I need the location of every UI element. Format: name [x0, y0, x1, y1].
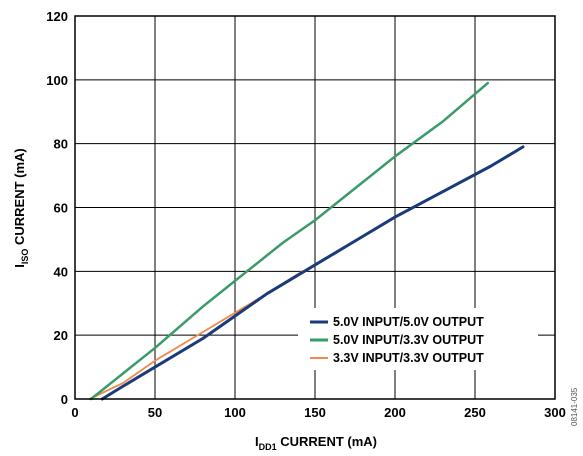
y-tick-label-5: 100 [46, 73, 68, 88]
legend-entry-1: 5.0V INPUT/3.3V OUTPUT [333, 333, 484, 347]
y-tick-label-2: 40 [54, 264, 68, 279]
x-tick-label-3: 150 [304, 405, 326, 420]
x-tick-label-6: 300 [544, 405, 566, 420]
legend-background [298, 308, 538, 370]
x-tick-label-1: 50 [148, 405, 162, 420]
series-line-0 [100, 145, 525, 401]
x-axis-label: IDD1 CURRENT (mA) [255, 434, 377, 452]
x-tick-label-4: 200 [384, 405, 406, 420]
series-lines [88, 81, 525, 401]
x-tick-label-5: 250 [464, 405, 486, 420]
x-tick-label-0: 0 [71, 405, 78, 420]
series-line-1 [89, 81, 490, 401]
y-axis-label: IISO CURRENT (mA) [12, 148, 30, 268]
y-tick-label-3: 60 [54, 201, 68, 216]
legend: 5.0V INPUT/5.0V OUTPUT 5.0V INPUT/3.3V O… [298, 308, 538, 370]
y-tick-label-6: 120 [46, 9, 68, 24]
y-tick-labels: 0 20 40 60 80 100 120 [46, 9, 68, 407]
x-tick-label-2: 100 [224, 405, 246, 420]
y-tick-label-4: 80 [54, 137, 68, 152]
plot-frame [74, 15, 556, 400]
y-tick-label-0: 0 [61, 392, 68, 407]
y-tick-label-1: 20 [54, 328, 68, 343]
x-tick-labels: 0 50 100 150 200 250 300 [71, 405, 565, 420]
legend-entry-2: 3.3V INPUT/3.3V OUTPUT [333, 351, 484, 365]
legend-entry-0: 5.0V INPUT/5.0V OUTPUT [333, 315, 484, 329]
figure-id: 08141-035 [570, 387, 579, 426]
